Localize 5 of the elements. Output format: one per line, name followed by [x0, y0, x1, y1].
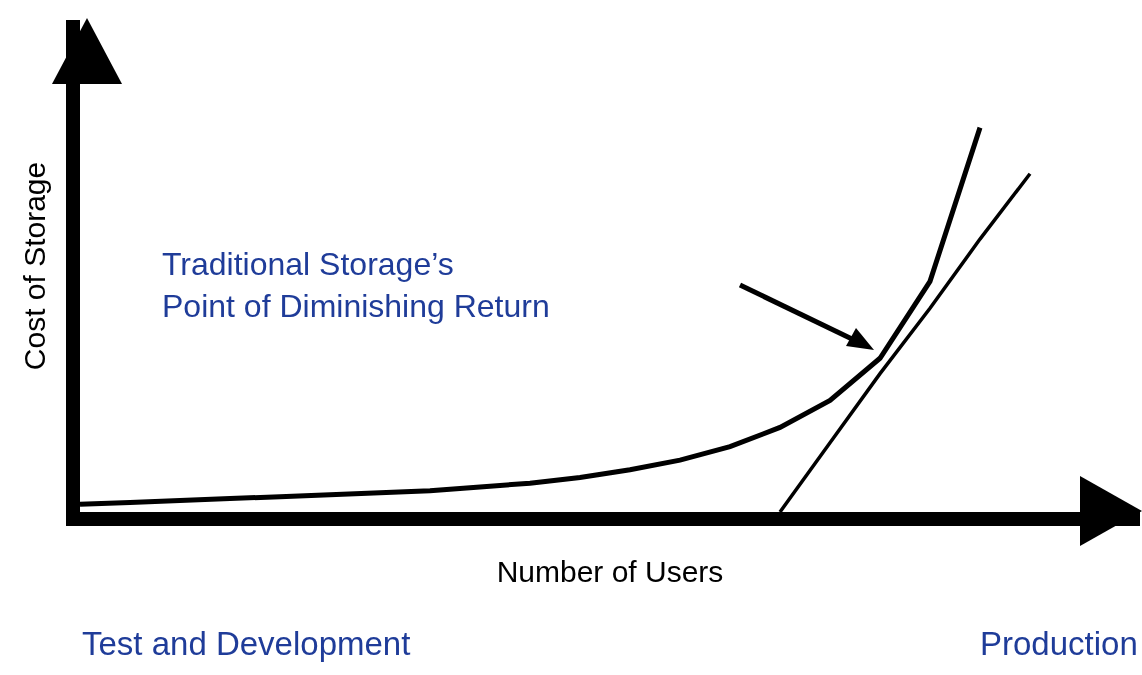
- y-axis-title: Cost of Storage: [17, 161, 51, 371]
- text: Test and Development: [82, 625, 411, 662]
- text: Production: [980, 625, 1138, 662]
- x-axis-title: Number of Users: [496, 555, 724, 589]
- annotation: Traditional Storage’s Point of Diminishing Return: [162, 246, 550, 324]
